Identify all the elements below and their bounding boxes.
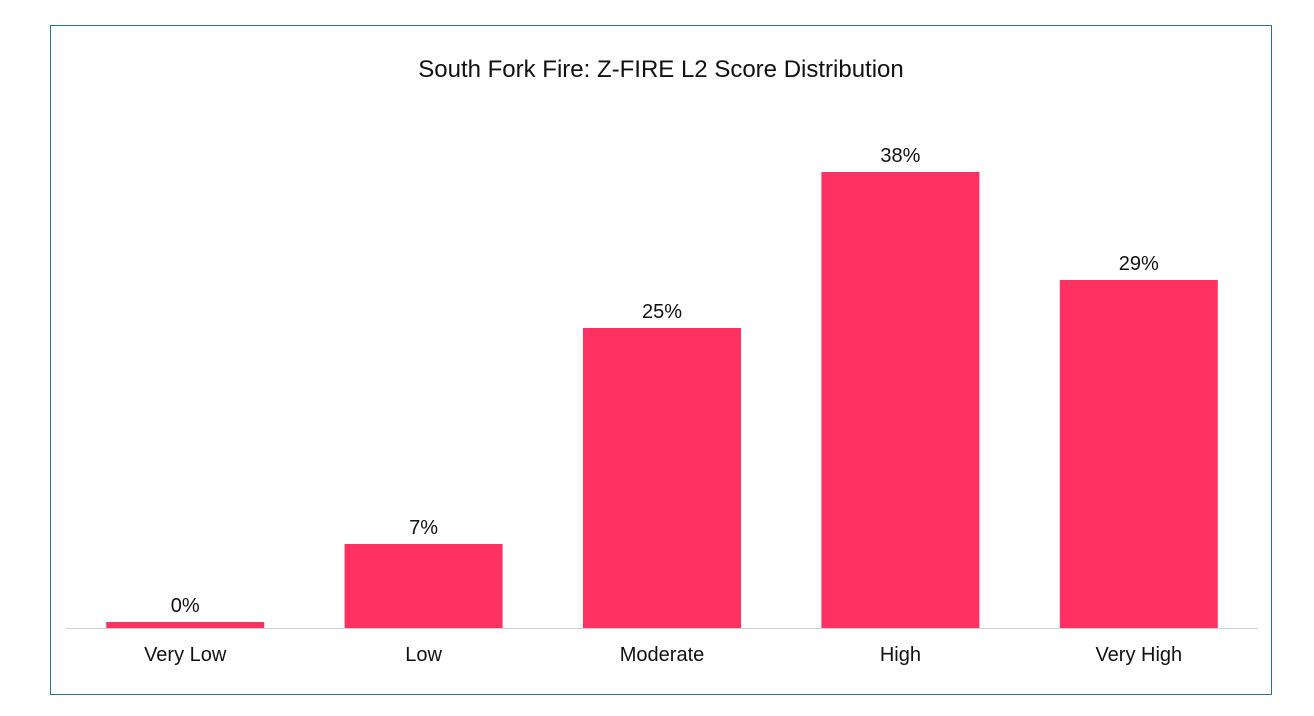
bar-low	[344, 544, 503, 628]
x-tick-label-very-high: Very High	[1095, 644, 1182, 666]
x-tick-label-very-low: Very Low	[144, 644, 227, 666]
data-label-very-high: 29%	[1119, 253, 1159, 275]
bars-layer	[106, 172, 1218, 628]
bar-moderate	[583, 328, 741, 628]
x-tick-labels-layer: Very Low Low Moderate High Very High	[144, 644, 1182, 666]
data-label-low: 7%	[409, 517, 438, 539]
bar-very-high	[1059, 280, 1218, 628]
chart-frame: South Fork Fire: Z-FIRE L2 Score Distrib…	[50, 25, 1272, 695]
chart-title: South Fork Fire: Z-FIRE L2 Score Distrib…	[418, 56, 904, 83]
x-tick-label-moderate: Moderate	[620, 644, 705, 666]
bar-very-low	[106, 622, 265, 628]
x-tick-label-low: Low	[405, 644, 442, 666]
data-label-high: 38%	[880, 145, 920, 167]
data-label-very-low: 0%	[171, 595, 200, 617]
data-label-moderate: 25%	[642, 301, 682, 323]
data-labels-layer: 0% 7% 25% 38% 29%	[171, 145, 1159, 617]
x-tick-label-high: High	[880, 644, 921, 666]
bar-chart: 0%7%25%38%29% Very Low Low Moderate High Ver…	[66, 145, 1258, 666]
bar-high	[821, 172, 980, 628]
